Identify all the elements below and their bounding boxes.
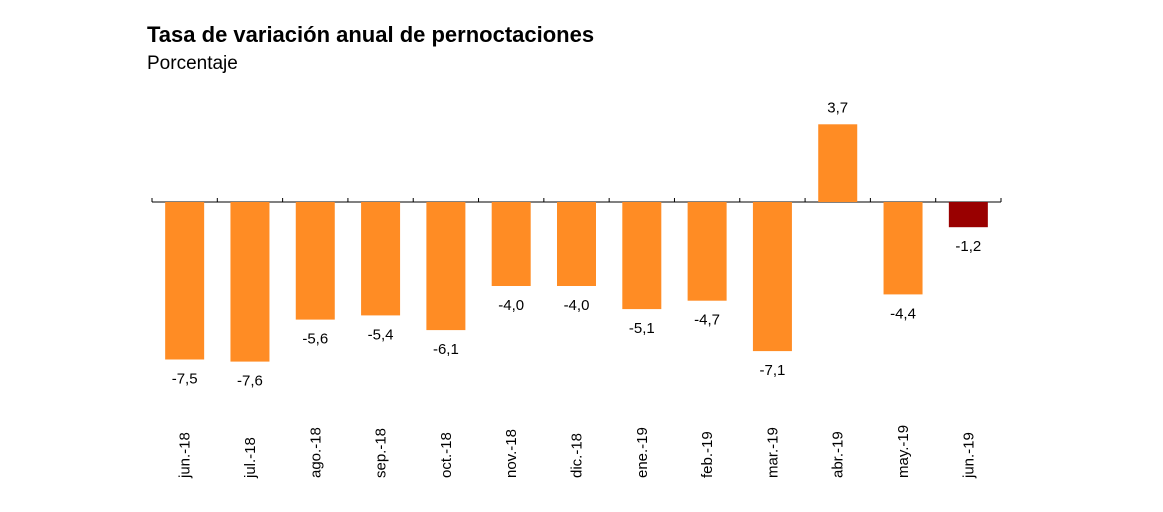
bar-feb.-19 [687,202,727,301]
data-label: -7,6 [237,373,263,390]
data-label: -4,0 [564,297,590,314]
bar-jun.-19 [948,202,988,228]
data-label: -7,1 [759,362,785,379]
category-label: oct.-18 [438,432,455,478]
data-label: 3,7 [827,99,848,116]
chart-subtitle: Porcentaje [147,53,238,74]
bar-mar.-19 [752,202,792,352]
category-label: nov.-18 [503,429,520,478]
data-label: -7,5 [172,371,198,388]
bar-nov.-18 [491,202,531,286]
bar-oct.-18 [426,202,466,331]
bar-abr.-19 [818,124,858,202]
data-label: -1,2 [955,238,981,255]
category-label: jun.-18 [177,432,194,479]
bar-sep.-18 [361,202,401,316]
category-label: ago.-18 [307,427,324,478]
category-label: dic.-18 [569,433,586,478]
data-label: -4,7 [694,312,720,329]
bar-ago.-18 [295,202,335,320]
category-label: jun.-19 [960,432,977,479]
bar-dic.-18 [557,202,596,286]
bar-jun.-18 [165,202,205,360]
category-label: feb.-19 [699,431,716,478]
bar-jul.-18 [230,202,270,362]
data-label: -5,6 [302,331,328,348]
data-label: -5,1 [629,320,655,337]
category-label: jul.-18 [242,437,259,479]
data-label: -5,4 [368,326,394,343]
category-label: ene.-19 [634,427,651,478]
category-label: sep.-18 [373,428,390,478]
category-label: mar.-19 [764,427,781,478]
data-label: -4,0 [498,297,524,314]
data-label: -4,4 [890,305,916,322]
chart-title: Tasa de variación anual de pernoctacione… [147,22,595,47]
bar-may.-19 [883,202,923,295]
category-label: abr.-19 [830,431,847,478]
bar-ene.-19 [622,202,662,310]
data-label: -6,1 [433,341,459,358]
category-label: may.-19 [895,425,912,478]
